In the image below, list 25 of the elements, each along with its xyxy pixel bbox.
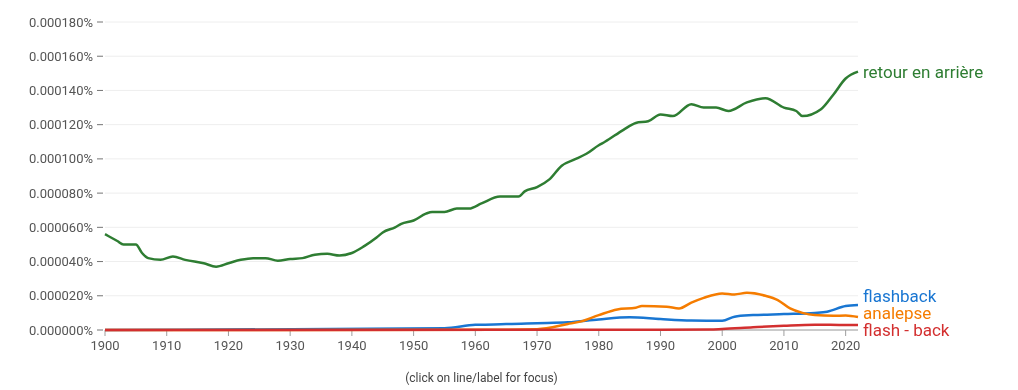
x-tick-label: 1990 <box>645 338 676 353</box>
x-tick-label: 1900 <box>90 338 120 353</box>
x-tick-label: 1910 <box>152 338 182 353</box>
x-tick-label: 2000 <box>707 338 737 353</box>
x-tick-label: 1970 <box>522 338 552 353</box>
x-tick-label: 1940 <box>337 338 367 353</box>
y-tick-label: 0.000060% <box>28 219 93 235</box>
y-tick-label: 0.000040% <box>28 254 93 270</box>
y-tick-label: 0.000120% <box>28 117 93 133</box>
x-tick-label: 1980 <box>584 338 614 353</box>
x-tick-label: 2020 <box>831 338 861 353</box>
y-tick-label: 0.000180% <box>28 14 93 30</box>
x-tick-label: 2010 <box>769 338 799 353</box>
y-tick-label: 0.000160% <box>28 48 93 64</box>
y-tick-label: 0.000100% <box>28 151 93 167</box>
y-tick-label: 0.000000% <box>28 322 93 338</box>
series-label: retour en arrière <box>863 61 984 82</box>
text: (click on line/label for focus) <box>405 371 558 385</box>
y-tick-label: 0.000020% <box>28 288 93 304</box>
x-tick-label: 1950 <box>398 338 429 353</box>
y-tick-label: 0.000080% <box>28 185 93 201</box>
x-tick-label: 1930 <box>275 338 305 353</box>
y-tick-label: 0.000140% <box>28 82 93 98</box>
x-tick-label: 1960 <box>460 338 490 353</box>
x-tick-label: 1920 <box>213 338 244 353</box>
